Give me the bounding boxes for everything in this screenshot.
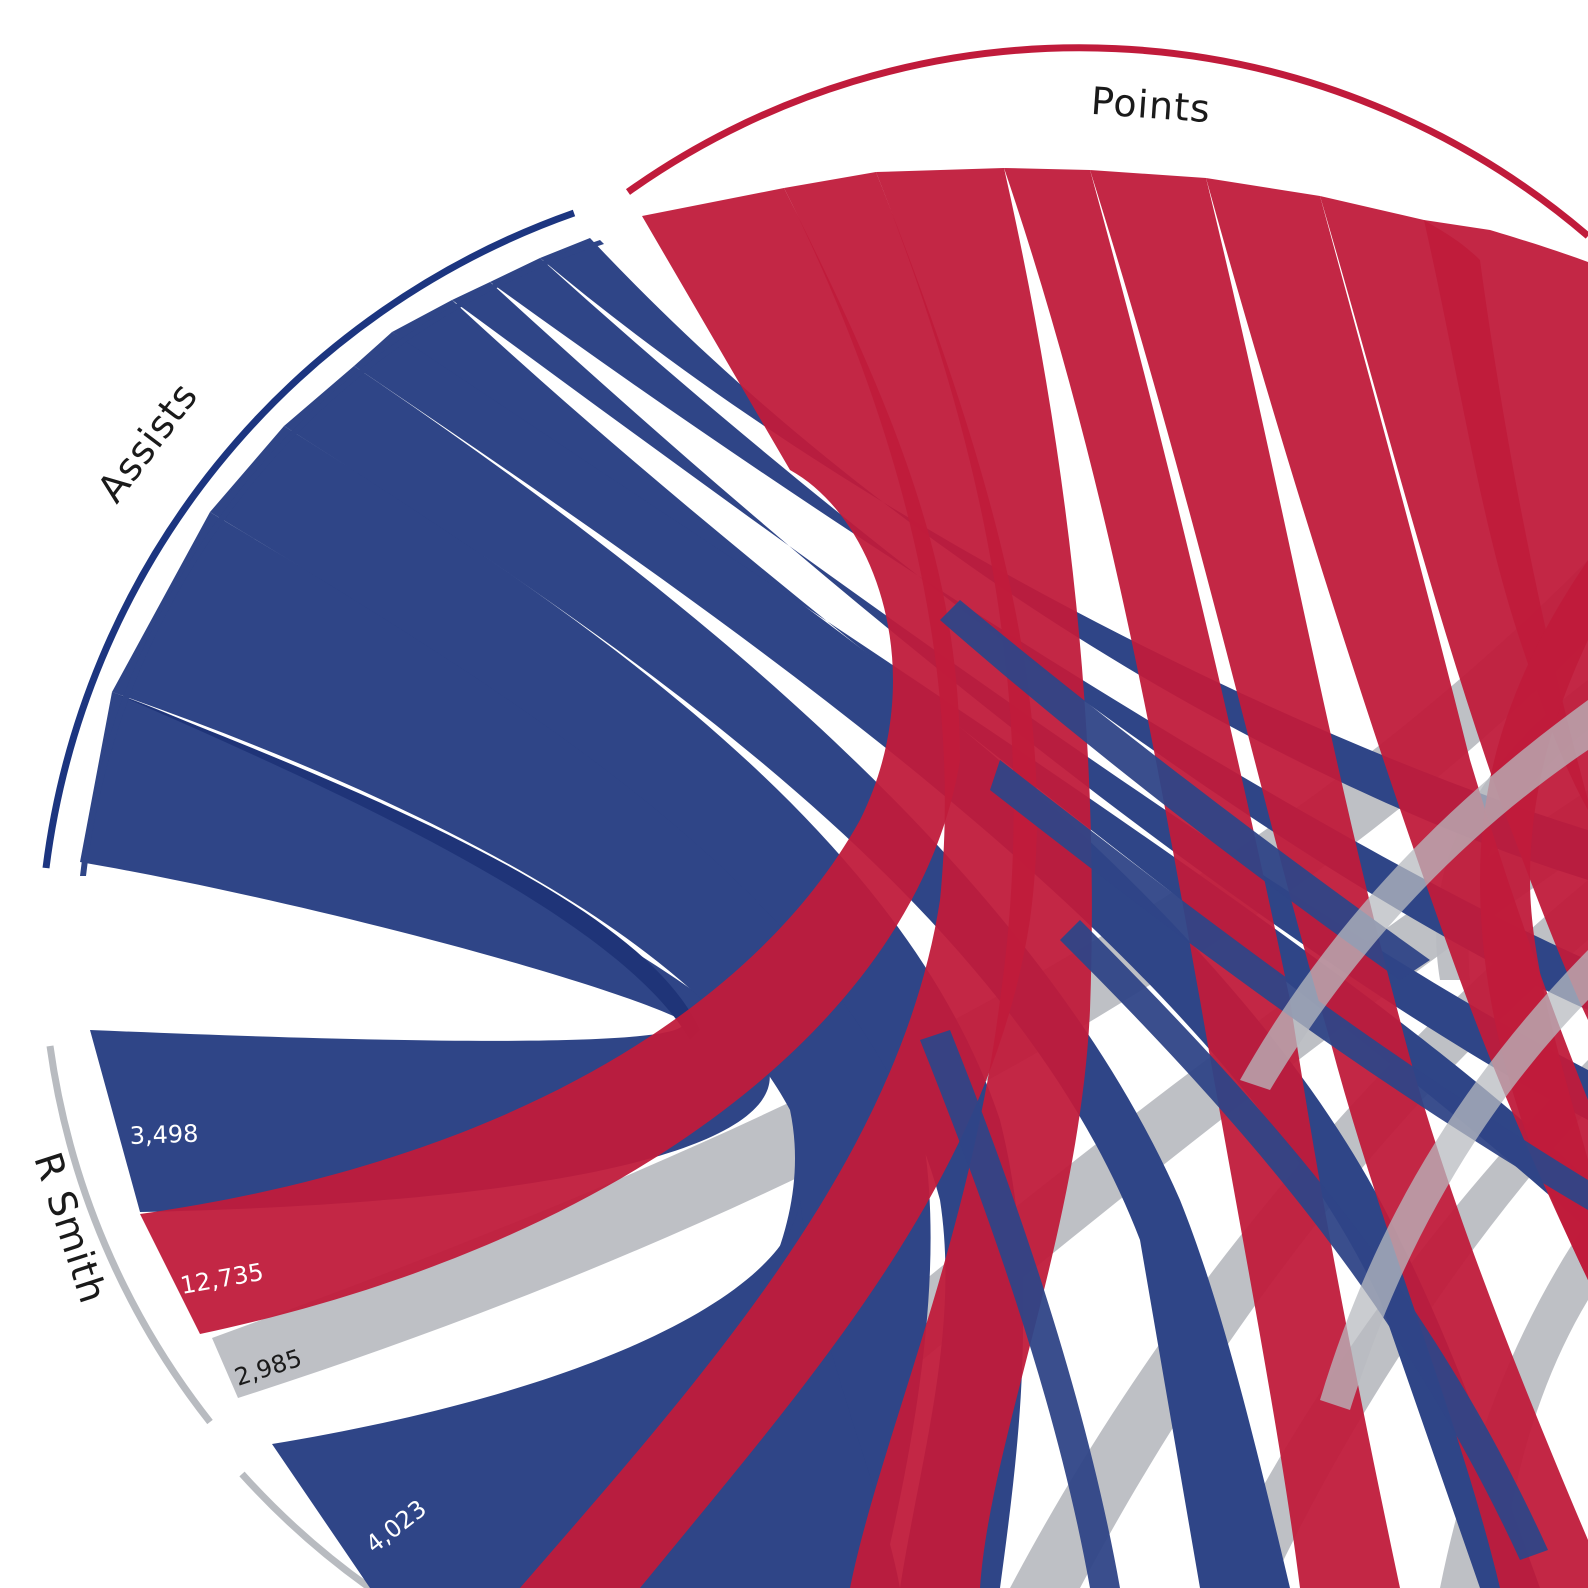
assists-front-strand-2: [990, 760, 1588, 1210]
points-group-label: Points: [1089, 79, 1212, 131]
r-smith-outer-arc: [46, 1045, 213, 1425]
points-ribbon-5: [1090, 170, 1588, 1588]
assists-ribbon-10: [272, 1200, 900, 1588]
assists-front-strand-1: [940, 600, 1430, 980]
assists-group-label: Assists: [89, 374, 207, 510]
points-outer-arc: [625, 44, 1588, 239]
labels: Points Assists R Smith 3,498 12,735 2,98…: [25, 79, 1212, 1559]
ribbons: [80, 168, 1588, 1588]
assists-outer-arc: [42, 209, 576, 869]
assists-front-strand-4: [920, 1030, 1120, 1588]
r-smith-group-label: R Smith: [25, 1147, 115, 1309]
assists-ribbon-6: [392, 300, 1588, 1230]
rebounds-front-strand-1: [1240, 700, 1588, 1090]
rebounds-ribbon-1: [212, 560, 1588, 1398]
points-ribbon-3: [850, 168, 1092, 1588]
points-ribbon-4: [1004, 168, 1400, 1588]
value-label-assists-r-smith: 3,498: [129, 1120, 199, 1150]
assists-ribbon-4: [284, 366, 1290, 1588]
outer-arcs: [42, 44, 1588, 1588]
rebounds-front-strand-2: [1320, 950, 1588, 1410]
points-ribbon-1: [140, 188, 960, 1334]
points-ribbon-2: [520, 172, 1037, 1588]
next-player-outer-arc: [239, 1471, 373, 1588]
points-ribbon-9: [1480, 560, 1588, 1280]
assists-front-strand-3: [1060, 920, 1548, 1560]
